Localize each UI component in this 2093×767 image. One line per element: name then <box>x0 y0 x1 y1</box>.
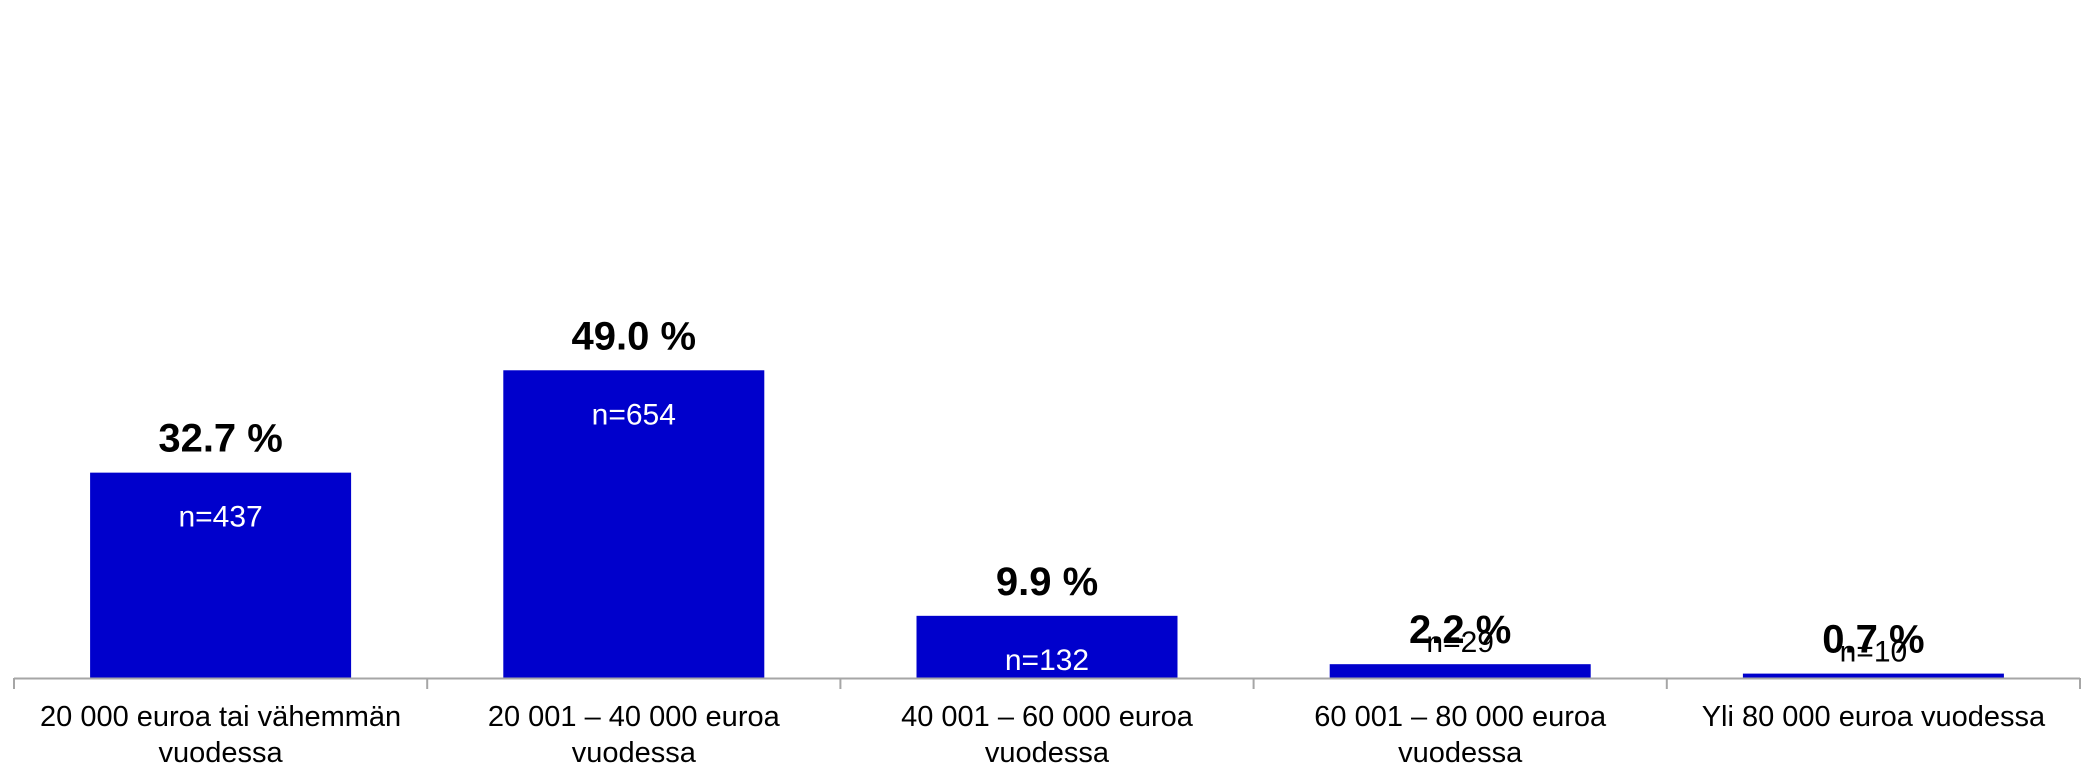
count-label: n=132 <box>1005 644 1089 677</box>
value-label: 9.9 % <box>996 560 1098 604</box>
category-label: vuodessa <box>1398 737 1523 767</box>
count-label: n=654 <box>592 398 676 431</box>
category-label: 60 001 – 80 000 euroa <box>1314 701 1607 733</box>
count-label: n=10 <box>1840 636 1908 669</box>
category-label: 40 001 – 60 000 euroa <box>901 701 1194 733</box>
count-label: n=29 <box>1426 626 1494 659</box>
x-axis <box>13 677 2081 689</box>
category-label: 20 001 – 40 000 euroa <box>488 701 781 733</box>
category-label: vuodessa <box>985 737 1110 767</box>
category-label: Yli 80 000 euroa vuodessa <box>1702 701 2046 733</box>
value-label: 32.7 % <box>158 417 283 461</box>
bar <box>1329 664 1591 678</box>
value-label: 49.0 % <box>572 314 697 358</box>
bar <box>916 615 1178 678</box>
category-label: vuodessa <box>159 737 284 767</box>
count-label: n=437 <box>178 501 262 534</box>
bar <box>1742 673 2004 678</box>
bars-group <box>90 370 2004 678</box>
category-label: vuodessa <box>572 737 697 767</box>
value-label: 0.7 % <box>1822 618 1924 662</box>
category-label: 20 000 euroa tai vähemmän <box>40 701 401 733</box>
value-label: 2.2 % <box>1409 608 1511 652</box>
labels-group: 32.7 % n=437 20 000 euroa tai vähemmän vuod… <box>40 314 2046 767</box>
bar <box>90 472 352 678</box>
bar <box>503 370 765 678</box>
